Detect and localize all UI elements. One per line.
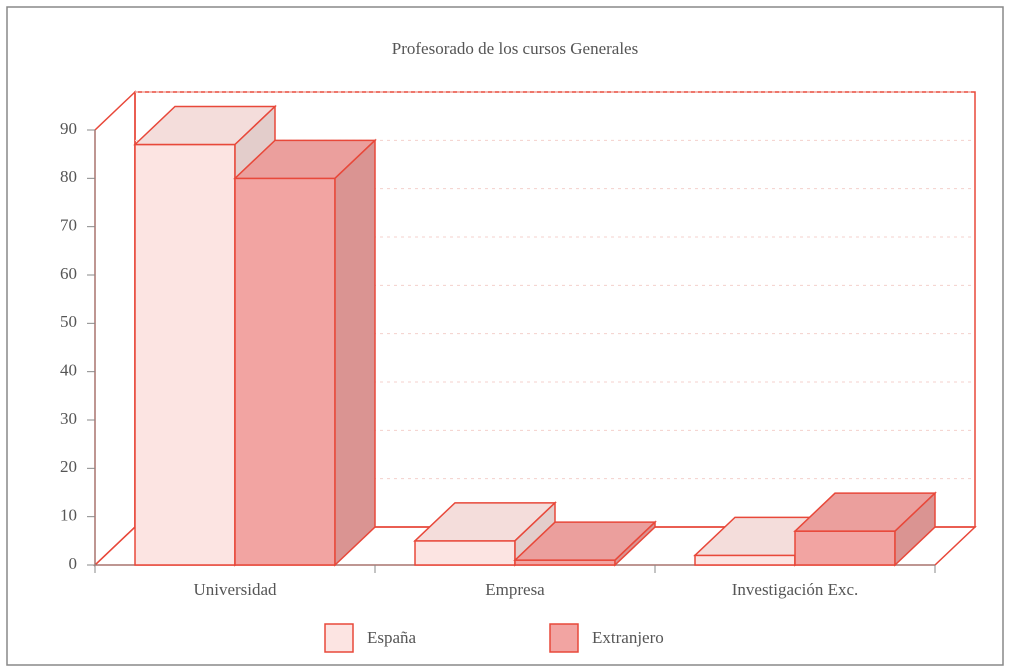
- x-tick-label: Universidad: [193, 580, 277, 599]
- y-tick-label: 10: [60, 506, 77, 525]
- y-tick-label: 20: [60, 457, 77, 476]
- x-tick-label: Empresa: [485, 580, 545, 599]
- bar-side: [334, 138, 376, 567]
- legend-label: Extranjero: [592, 628, 664, 647]
- y-tick-label: 80: [60, 167, 77, 186]
- bar-front: [414, 540, 516, 566]
- bar-front: [794, 530, 896, 566]
- bar-side: [614, 520, 656, 567]
- chart-title: Profesorado de los cursos Generales: [392, 39, 638, 58]
- y-tick-label: 50: [60, 312, 77, 331]
- y-tick-label: 60: [60, 264, 77, 283]
- bar-front: [694, 554, 796, 566]
- bar-front: [134, 143, 236, 566]
- legend-swatch: [324, 623, 354, 653]
- y-tick-label: 40: [60, 361, 77, 380]
- frame: [6, 6, 1004, 666]
- x-tick-label: Investigación Exc.: [732, 580, 859, 599]
- left-wall: [94, 90, 136, 567]
- bar-side: [894, 491, 936, 567]
- legend-label: España: [367, 628, 417, 647]
- y-tick-label: 0: [69, 554, 78, 573]
- bar-front: [234, 177, 336, 566]
- y-tick-label: 30: [60, 409, 77, 428]
- legend-swatch: [549, 623, 579, 653]
- y-tick-label: 70: [60, 216, 77, 235]
- y-tick-label: 90: [60, 119, 77, 138]
